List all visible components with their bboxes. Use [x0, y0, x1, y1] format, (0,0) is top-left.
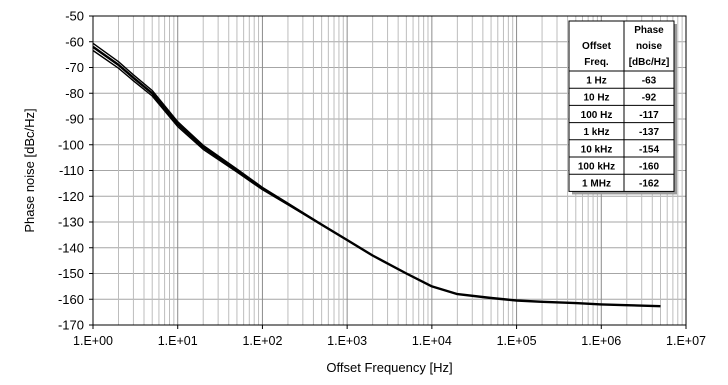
y-tick-label: -80: [65, 86, 84, 101]
x-tick-label: 1.E+00: [73, 334, 113, 348]
table-cell-noise: -154: [639, 144, 659, 155]
x-axis-ticks: 1.E+00 1.E+01 1.E+02 1.E+03 1.E+04 1.E+05 1.E+…: [73, 325, 706, 348]
table-cell-noise: -162: [639, 179, 659, 190]
table-cell-noise: -63: [642, 76, 657, 87]
y-axis-title: Phase noise [dBc/Hz]: [22, 108, 37, 232]
x-tick-label: 1.E+06: [581, 334, 621, 348]
y-tick-label: -170: [58, 318, 84, 333]
y-tick-label: -110: [59, 163, 84, 178]
table-cell-noise: -92: [642, 93, 657, 104]
table-header-noise: [dBc/Hz]: [629, 57, 670, 68]
y-tick-label: -130: [58, 215, 84, 230]
table-cell-freq: 10 kHz: [581, 144, 613, 155]
y-tick-label: -160: [58, 292, 84, 307]
y-tick-label: -60: [65, 34, 84, 49]
table-cell-freq: 10 Hz: [583, 93, 609, 104]
y-tick-label: -90: [65, 112, 84, 127]
table-cell-noise: -117: [639, 110, 659, 121]
table-cell-noise: -137: [639, 127, 659, 138]
x-tick-label: 1.E+05: [497, 334, 537, 348]
x-tick-label: 1.E+01: [158, 334, 198, 348]
data-table: Offset Freq. Phase noise [dBc/Hz] 1 Hz -63 10 H…: [569, 21, 677, 194]
x-tick-label: 1.E+04: [412, 334, 452, 348]
x-tick-label: 1.E+03: [327, 334, 367, 348]
table-cell-freq: 1 MHz: [582, 179, 611, 190]
table-cell-noise: -160: [639, 162, 659, 173]
table-header-noise: Phase: [634, 25, 664, 36]
y-tick-label: -150: [58, 266, 84, 281]
table-cell-freq: 1 Hz: [586, 76, 607, 87]
table-cell-freq: 100 kHz: [578, 162, 615, 173]
x-tick-label: 1.E+07: [666, 334, 706, 348]
table-header-noise: noise: [636, 41, 663, 52]
y-tick-label: -120: [58, 189, 84, 204]
table-header-offset: Offset: [582, 41, 612, 52]
table-cell-freq: 1 kHz: [583, 127, 609, 138]
y-axis-ticks: -50 -60 -70 -80 -90 -100 -110 -120 -130 -140 -150 -…: [58, 9, 93, 333]
y-tick-label: -140: [58, 240, 84, 255]
x-tick-label: 1.E+02: [242, 334, 282, 348]
table-header-offset: Freq.: [584, 57, 609, 68]
y-tick-label: -50: [65, 9, 84, 24]
x-axis-title: Offset Frequency [Hz]: [326, 360, 452, 375]
y-tick-label: -100: [58, 137, 84, 152]
table-cell-freq: 100 Hz: [581, 110, 613, 121]
y-tick-label: -70: [65, 60, 84, 75]
